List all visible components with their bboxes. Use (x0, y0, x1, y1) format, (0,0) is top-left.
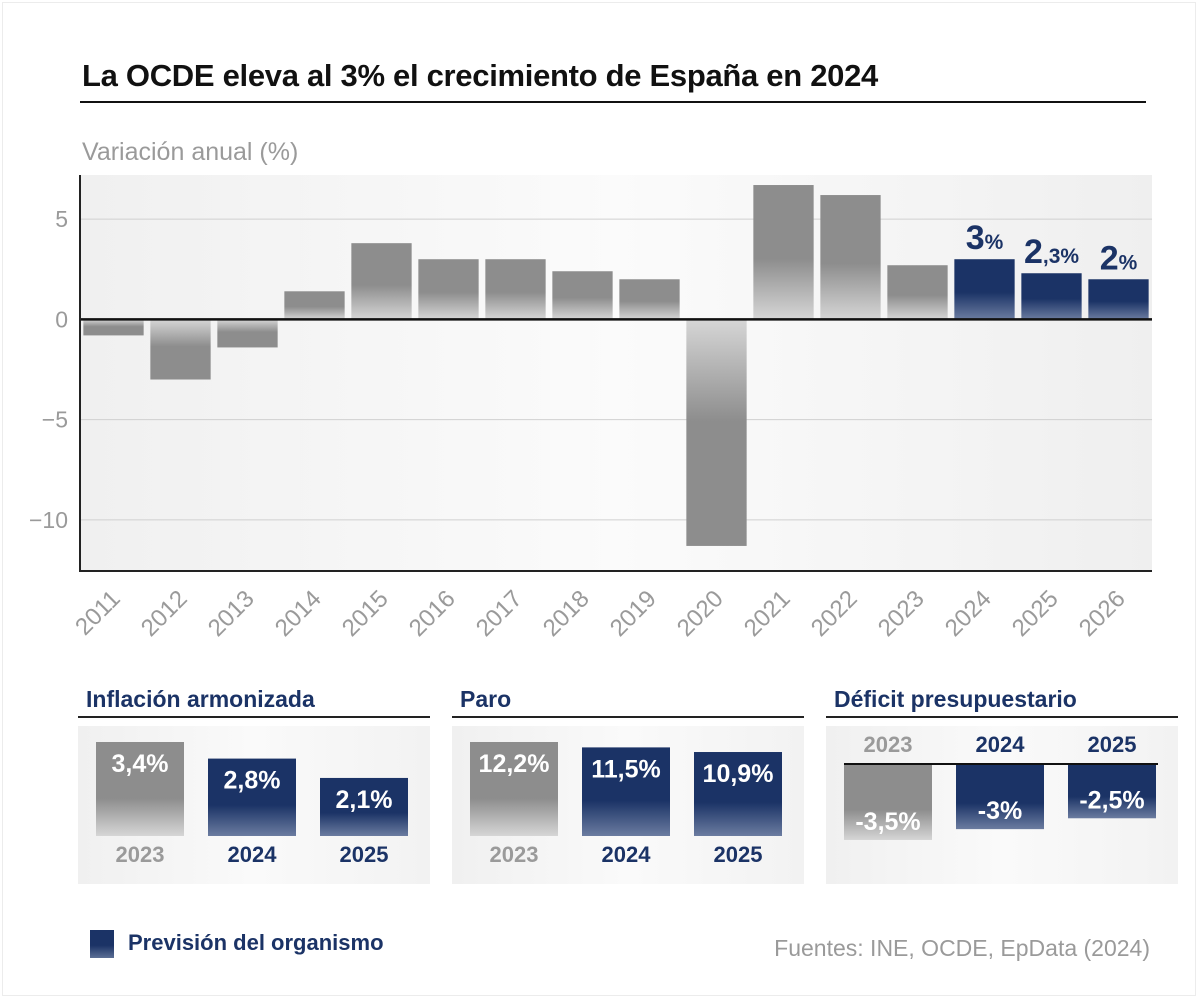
bar-2023 (470, 742, 558, 836)
bar-2024 (582, 747, 670, 836)
bar-2016 (418, 259, 479, 320)
bar-2023 (96, 742, 184, 836)
data-label-2024: 3% (966, 219, 1004, 257)
x-tick-label: 2022 (806, 585, 863, 642)
x-tick-label: 2019 (605, 585, 662, 642)
x-tick-label: 2016 (404, 585, 461, 642)
value-label-2023: 3,4% (112, 750, 169, 778)
unemployment-panel: Paro 12,2% 2023 11,5% 2024 10,9% 2025 (452, 686, 804, 884)
year-label-2023: 2023 (116, 842, 165, 867)
bar-2024 (208, 758, 296, 836)
year-label-2025: 2025 (714, 842, 763, 867)
value-label-2025: 2,1% (336, 786, 393, 814)
bar-2021 (753, 185, 814, 320)
x-tick-label: 2011 (70, 585, 126, 641)
unemployment-panel-divider (452, 716, 804, 718)
year-label-2025: 2025 (1088, 732, 1137, 757)
deficit-panel-divider (826, 716, 1178, 718)
year-label-2024: 2024 (228, 842, 278, 867)
bar-2020 (686, 319, 747, 546)
bar-2026 (1088, 279, 1149, 320)
bar-2023 (844, 764, 932, 840)
year-label-2023: 2023 (864, 732, 913, 757)
value-label-2024: 11,5% (591, 755, 661, 783)
x-tick-label: 2018 (538, 585, 595, 642)
year-label-2025: 2025 (340, 842, 389, 867)
bar-2011 (83, 319, 144, 336)
bar-2025 (1021, 273, 1082, 320)
x-tick-label: 2026 (1074, 585, 1131, 642)
bar-2019 (619, 279, 680, 320)
bar-2018 (552, 271, 613, 320)
data-label-2025: 2,3% (1024, 233, 1079, 271)
bar-2023 (887, 265, 948, 320)
x-tick-label: 2021 (739, 585, 796, 642)
bar-2025 (320, 777, 408, 836)
deficit-panel-title: Déficit presupuestario (834, 686, 1077, 712)
data-label-2026: 2% (1100, 239, 1138, 277)
x-tick-label: 2017 (471, 585, 528, 642)
value-label-2025: 10,9% (703, 760, 774, 788)
bar-2014 (284, 291, 345, 320)
x-tick-label: 2024 (940, 585, 997, 642)
unemployment-panel-title: Paro (460, 686, 512, 712)
x-tick-label: 2012 (136, 585, 193, 642)
bar-2013 (217, 319, 278, 348)
x-tick-label: 2013 (203, 585, 260, 642)
bar-2025 (694, 752, 782, 836)
value-label-2024: -3% (978, 797, 1022, 825)
y-axis-label: Variación anual (%) (82, 138, 299, 166)
x-tick-label: 2023 (873, 585, 930, 642)
inflation-panel-title: Inflación armonizada (86, 686, 315, 712)
x-tick-label: 2020 (672, 585, 729, 642)
bar-2024 (956, 764, 1044, 830)
legend-forecast-label: Previsión del organismo (128, 930, 384, 955)
x-tick-label: 2015 (337, 585, 394, 642)
inflation-panel: Inflación armonizada 3,4% 2023 2,8% 2024 2,1… (78, 686, 430, 884)
value-label-2024: 2,8% (224, 767, 281, 795)
deficit-mini-chart: -3,5% 2023 -3% 2024 -2,5% 2025 (844, 732, 1158, 840)
legend-forecast-swatch (90, 930, 114, 958)
source-note: Fuentes: INE, OCDE, EpData (2024) (774, 935, 1150, 961)
value-label-2025: -2,5% (1079, 786, 1144, 814)
plot-background (80, 175, 1152, 570)
bar-2017 (485, 259, 546, 320)
inflation-panel-divider (78, 716, 430, 718)
inflation-mini-chart: 3,4% 2023 2,8% 2024 2,1% 2025 (96, 742, 408, 867)
value-label-2023: 12,2% (479, 750, 550, 778)
y-tick-label: 5 (55, 206, 68, 232)
bar-2022 (820, 195, 881, 320)
x-tick-label: 2014 (270, 585, 327, 642)
value-label-2023: -3,5% (855, 808, 920, 836)
bar-2024 (954, 259, 1015, 320)
year-label-2024: 2024 (976, 732, 1026, 757)
year-label-2024: 2024 (602, 842, 652, 867)
x-tick-label: 2025 (1007, 585, 1064, 642)
bar-2012 (150, 319, 211, 380)
deficit-panel: Déficit presupuestario -3,5% 2023 -3% 2024-… (826, 686, 1178, 884)
title-divider (80, 101, 1146, 103)
unemployment-mini-chart: 12,2% 2023 11,5% 2024 10,9% 2025 (470, 742, 782, 867)
chart-title: La OCDE eleva al 3% el crecimiento de Es… (82, 58, 878, 93)
y-tick-label: 0 (55, 306, 68, 332)
year-label-2023: 2023 (490, 842, 539, 867)
bar-2025 (1068, 764, 1156, 819)
y-tick-label: −5 (42, 407, 68, 433)
bar-2015 (351, 243, 412, 320)
y-tick-label: −10 (29, 507, 68, 533)
